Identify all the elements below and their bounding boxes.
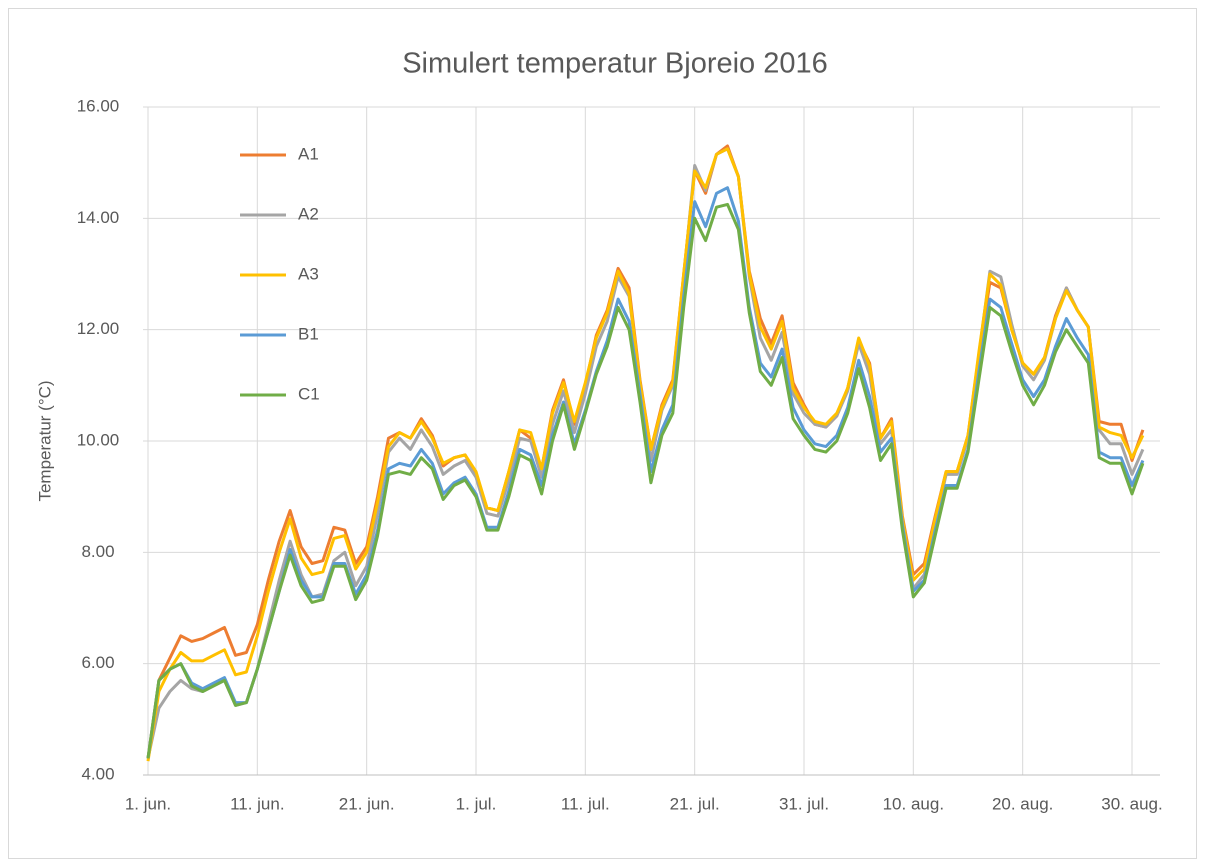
x-tick-label: 1. jul. (456, 794, 497, 813)
x-tick-label: 10. aug. (883, 794, 944, 813)
y-tick-label: 16.00 (77, 96, 120, 115)
x-tick-label: 21. jun. (339, 794, 395, 813)
legend-label: A1 (298, 144, 319, 163)
y-tick-label: 14.00 (77, 208, 120, 227)
x-tick-label: 1. jun. (125, 794, 171, 813)
y-tick-label: 6.00 (81, 653, 114, 672)
y-tick-label: 10.00 (77, 430, 120, 449)
legend-label: B1 (298, 324, 319, 343)
y-tick-label: 8.00 (81, 542, 114, 561)
x-tick-label: 31. jul. (779, 794, 829, 813)
x-tick-label: 21. jul. (670, 794, 720, 813)
x-tick-label: 11. jul. (561, 794, 610, 813)
chart-title: Simulert temperatur Bjoreio 2016 (402, 48, 828, 80)
y-axis-label: Temperatur (°C) (35, 380, 54, 501)
chart-border (8, 8, 1197, 859)
x-tick-label: 30. aug. (1101, 794, 1162, 813)
series-line (146, 147, 1145, 762)
legend-label: C1 (298, 384, 320, 403)
y-tick-label: 4.00 (81, 764, 114, 783)
legend-label: A2 (298, 204, 319, 223)
legend-label: A3 (298, 264, 319, 283)
series-line (146, 202, 1145, 759)
x-tick-label: 20. aug. (992, 794, 1053, 813)
x-tick-label: 11. jun. (230, 794, 285, 813)
y-tick-label: 12.00 (77, 319, 120, 338)
